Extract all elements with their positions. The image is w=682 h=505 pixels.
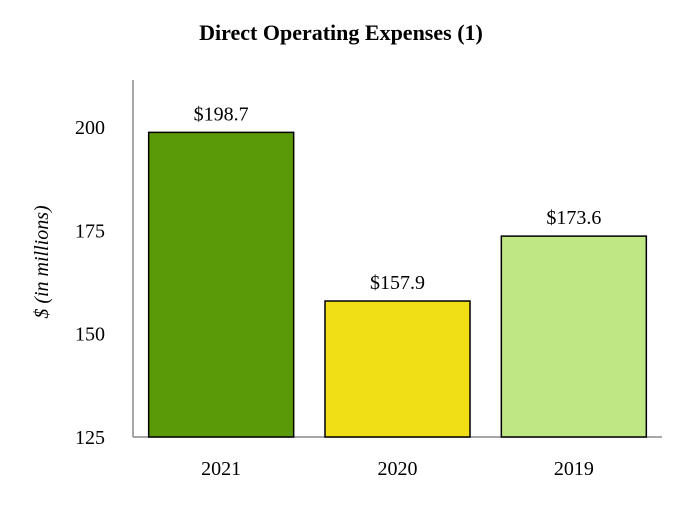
data-label-2021: $198.7: [194, 103, 249, 125]
data-label-2020: $157.9: [370, 272, 425, 294]
x-tick-label-2020: 2020: [378, 458, 418, 480]
bar-2021: [147, 131, 295, 438]
y-axis-label: $ (in millions): [31, 205, 53, 319]
y-tick-label: 150: [75, 324, 105, 346]
y-tick-label: 125: [75, 427, 105, 449]
x-tick-label-2021: 2021: [201, 458, 241, 480]
x-ticks: 2021 2020 2019: [201, 458, 594, 480]
y-tick-label: 200: [75, 117, 105, 139]
data-label-2019: $173.6: [546, 207, 601, 229]
bars: [147, 131, 648, 438]
bar-2020: [324, 300, 471, 438]
y-tick-label: 175: [75, 220, 105, 242]
chart-title: Direct Operating Expenses (1): [199, 20, 483, 45]
bar-2019: [500, 235, 648, 438]
x-tick-label-2019: 2019: [554, 458, 594, 480]
data-labels: $198.7 $157.9 $173.6: [194, 103, 602, 294]
y-ticks: 125 150 175 200: [75, 117, 105, 449]
